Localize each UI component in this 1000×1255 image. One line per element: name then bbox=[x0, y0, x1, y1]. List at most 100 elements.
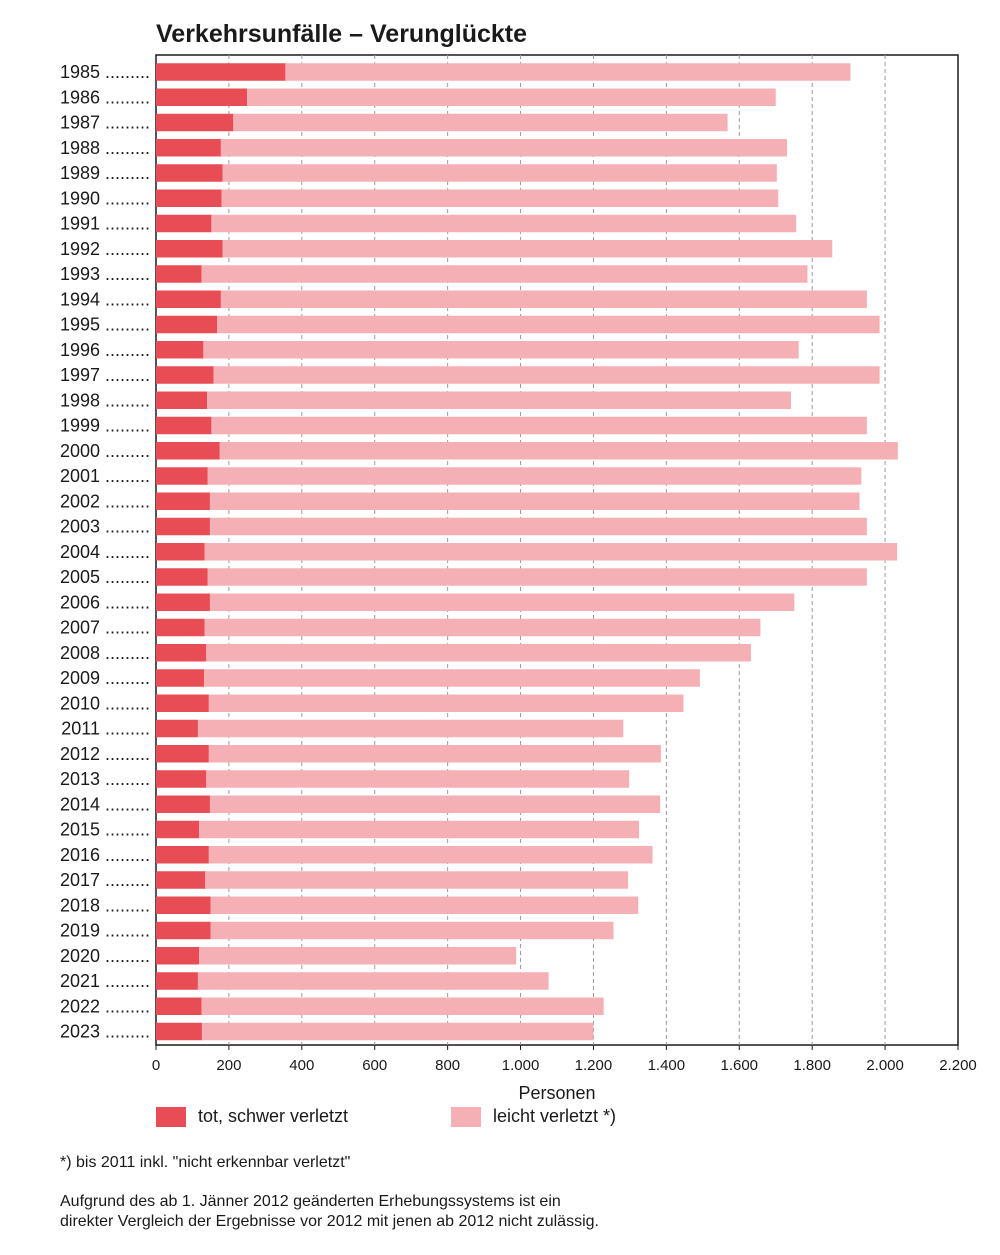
legend-item-light: leicht verletzt *) bbox=[451, 1106, 616, 1127]
year-label-2011: 2011 ......... bbox=[61, 719, 150, 739]
bar-light-2005 bbox=[207, 568, 867, 586]
bar-light-1990 bbox=[221, 189, 779, 207]
year-label-2005: 2005 ......... bbox=[60, 567, 150, 587]
year-label-1993: 1993 ......... bbox=[60, 264, 150, 284]
bar-severe-2005 bbox=[156, 568, 208, 586]
bar-light-2014 bbox=[209, 795, 661, 813]
year-label-2022: 2022 ......... bbox=[60, 996, 150, 1016]
year-label-2018: 2018 ......... bbox=[60, 895, 150, 915]
tick-label-200: 200 bbox=[216, 1057, 241, 1074]
bar-light-1986 bbox=[247, 88, 776, 106]
bar-light-1997 bbox=[213, 366, 880, 384]
bar-light-2008 bbox=[206, 644, 751, 662]
bar-severe-2022 bbox=[156, 997, 202, 1015]
year-label-2014: 2014 ......... bbox=[60, 794, 150, 814]
bar-severe-2008 bbox=[156, 644, 207, 662]
bar-light-1996 bbox=[203, 341, 799, 359]
year-label-1994: 1994 ......... bbox=[60, 289, 150, 309]
year-label-2021: 2021 ......... bbox=[60, 971, 150, 991]
bar-light-2004 bbox=[204, 543, 898, 561]
legend-item-severe: tot, schwer verletzt bbox=[156, 1106, 348, 1127]
year-label-2009: 2009 ......... bbox=[60, 668, 150, 688]
bar-light-2020 bbox=[199, 947, 517, 965]
bar-light-2023 bbox=[201, 1022, 594, 1041]
legend-swatch-light bbox=[451, 1106, 481, 1127]
year-label-2017: 2017 ......... bbox=[60, 870, 150, 890]
bar-light-1985 bbox=[285, 63, 851, 81]
chart-title: Verkehrsunfälle – Verunglückte bbox=[156, 20, 527, 48]
year-label-2008: 2008 ......... bbox=[60, 643, 150, 663]
tick-label-2200: 2.200 bbox=[939, 1057, 977, 1074]
tick-label-0: 0 bbox=[152, 1057, 160, 1074]
bar-light-2015 bbox=[199, 820, 640, 839]
bar-severe-1988 bbox=[156, 139, 221, 157]
bar-severe-2004 bbox=[156, 543, 205, 561]
bar-severe-2021 bbox=[156, 972, 198, 990]
bar-severe-1986 bbox=[156, 88, 248, 106]
legend: tot, schwer verletzt leicht verletzt *) bbox=[156, 1106, 756, 1134]
x-axis-title: Personen bbox=[518, 1083, 595, 1100]
year-label-2001: 2001 ......... bbox=[60, 466, 150, 486]
tick-label-1000: 1.000 bbox=[502, 1057, 540, 1074]
year-label-1988: 1988 ......... bbox=[60, 138, 150, 158]
bar-light-2009 bbox=[204, 669, 700, 687]
bar-light-1998 bbox=[207, 391, 792, 409]
bar-light-2012 bbox=[208, 745, 661, 763]
tick-label-1400: 1.400 bbox=[648, 1057, 686, 1074]
bar-severe-2020 bbox=[156, 947, 200, 965]
year-label-2007: 2007 ......... bbox=[60, 618, 150, 638]
tick-label-2000: 2.000 bbox=[866, 1057, 904, 1074]
bar-severe-1995 bbox=[156, 315, 218, 334]
bar-severe-1987 bbox=[156, 113, 234, 132]
bar-severe-1991 bbox=[156, 214, 212, 233]
year-label-1997: 1997 ......... bbox=[60, 365, 150, 385]
year-label-2020: 2020 ......... bbox=[60, 946, 150, 966]
tick-label-600: 600 bbox=[362, 1057, 387, 1074]
bar-light-2019 bbox=[210, 921, 614, 940]
bar-severe-2013 bbox=[156, 770, 207, 788]
bar-light-2017 bbox=[205, 871, 629, 889]
bar-severe-2001 bbox=[156, 467, 208, 485]
tick-label-1600: 1.600 bbox=[720, 1057, 758, 1074]
methodology-note-line-2: direkter Vergleich der Ergebnisse vor 20… bbox=[60, 1213, 599, 1230]
bar-severe-2016 bbox=[156, 846, 209, 864]
year-label-2000: 2000 ......... bbox=[60, 441, 150, 461]
bar-severe-2015 bbox=[156, 820, 200, 839]
year-label-2015: 2015 ......... bbox=[60, 820, 150, 840]
bar-severe-2023 bbox=[156, 1022, 202, 1041]
year-label-1998: 1998 ......... bbox=[60, 390, 150, 410]
tick-label-800: 800 bbox=[435, 1057, 460, 1074]
bar-severe-1999 bbox=[156, 416, 212, 435]
year-label-1989: 1989 ......... bbox=[60, 163, 150, 183]
bar-light-1992 bbox=[222, 240, 833, 258]
bar-severe-2014 bbox=[156, 795, 210, 813]
bar-light-2010 bbox=[208, 694, 684, 712]
methodology-note-line-1: Aufgrund des ab 1. Jänner 2012 geänderte… bbox=[60, 1193, 561, 1210]
bar-light-1995 bbox=[217, 315, 880, 334]
year-label-1996: 1996 ......... bbox=[60, 340, 150, 360]
bar-severe-2002 bbox=[156, 492, 210, 510]
bar-light-2021 bbox=[197, 972, 549, 990]
bar-light-1987 bbox=[233, 113, 728, 132]
bar-severe-2006 bbox=[156, 593, 210, 611]
year-label-2010: 2010 ......... bbox=[60, 693, 150, 713]
year-label-2016: 2016 ......... bbox=[60, 845, 150, 865]
bar-severe-1992 bbox=[156, 240, 223, 258]
year-label-2023: 2023 ......... bbox=[60, 1022, 150, 1042]
bar-light-1989 bbox=[222, 164, 777, 182]
bar-light-1991 bbox=[211, 214, 797, 233]
bar-light-2000 bbox=[219, 442, 898, 460]
footnote: *) bis 2011 inkl. "nicht erkennbar verle… bbox=[60, 1154, 351, 1171]
tick-label-1200: 1.200 bbox=[575, 1057, 613, 1074]
bar-light-1999 bbox=[211, 416, 867, 435]
bar-light-1994 bbox=[220, 290, 867, 308]
stacked-bar-chart: 1985 ......... 1986 ......... 1987 .......… bbox=[60, 54, 977, 1100]
bar-light-2013 bbox=[206, 770, 630, 788]
year-label-1999: 1999 ......... bbox=[60, 416, 150, 436]
bar-severe-1985 bbox=[156, 63, 286, 81]
legend-label-severe: tot, schwer verletzt bbox=[198, 1106, 349, 1126]
bar-severe-2017 bbox=[156, 871, 206, 889]
bar-severe-1998 bbox=[156, 391, 208, 409]
tick-label-1800: 1.800 bbox=[793, 1057, 831, 1074]
year-label-1987: 1987 ......... bbox=[60, 113, 150, 133]
